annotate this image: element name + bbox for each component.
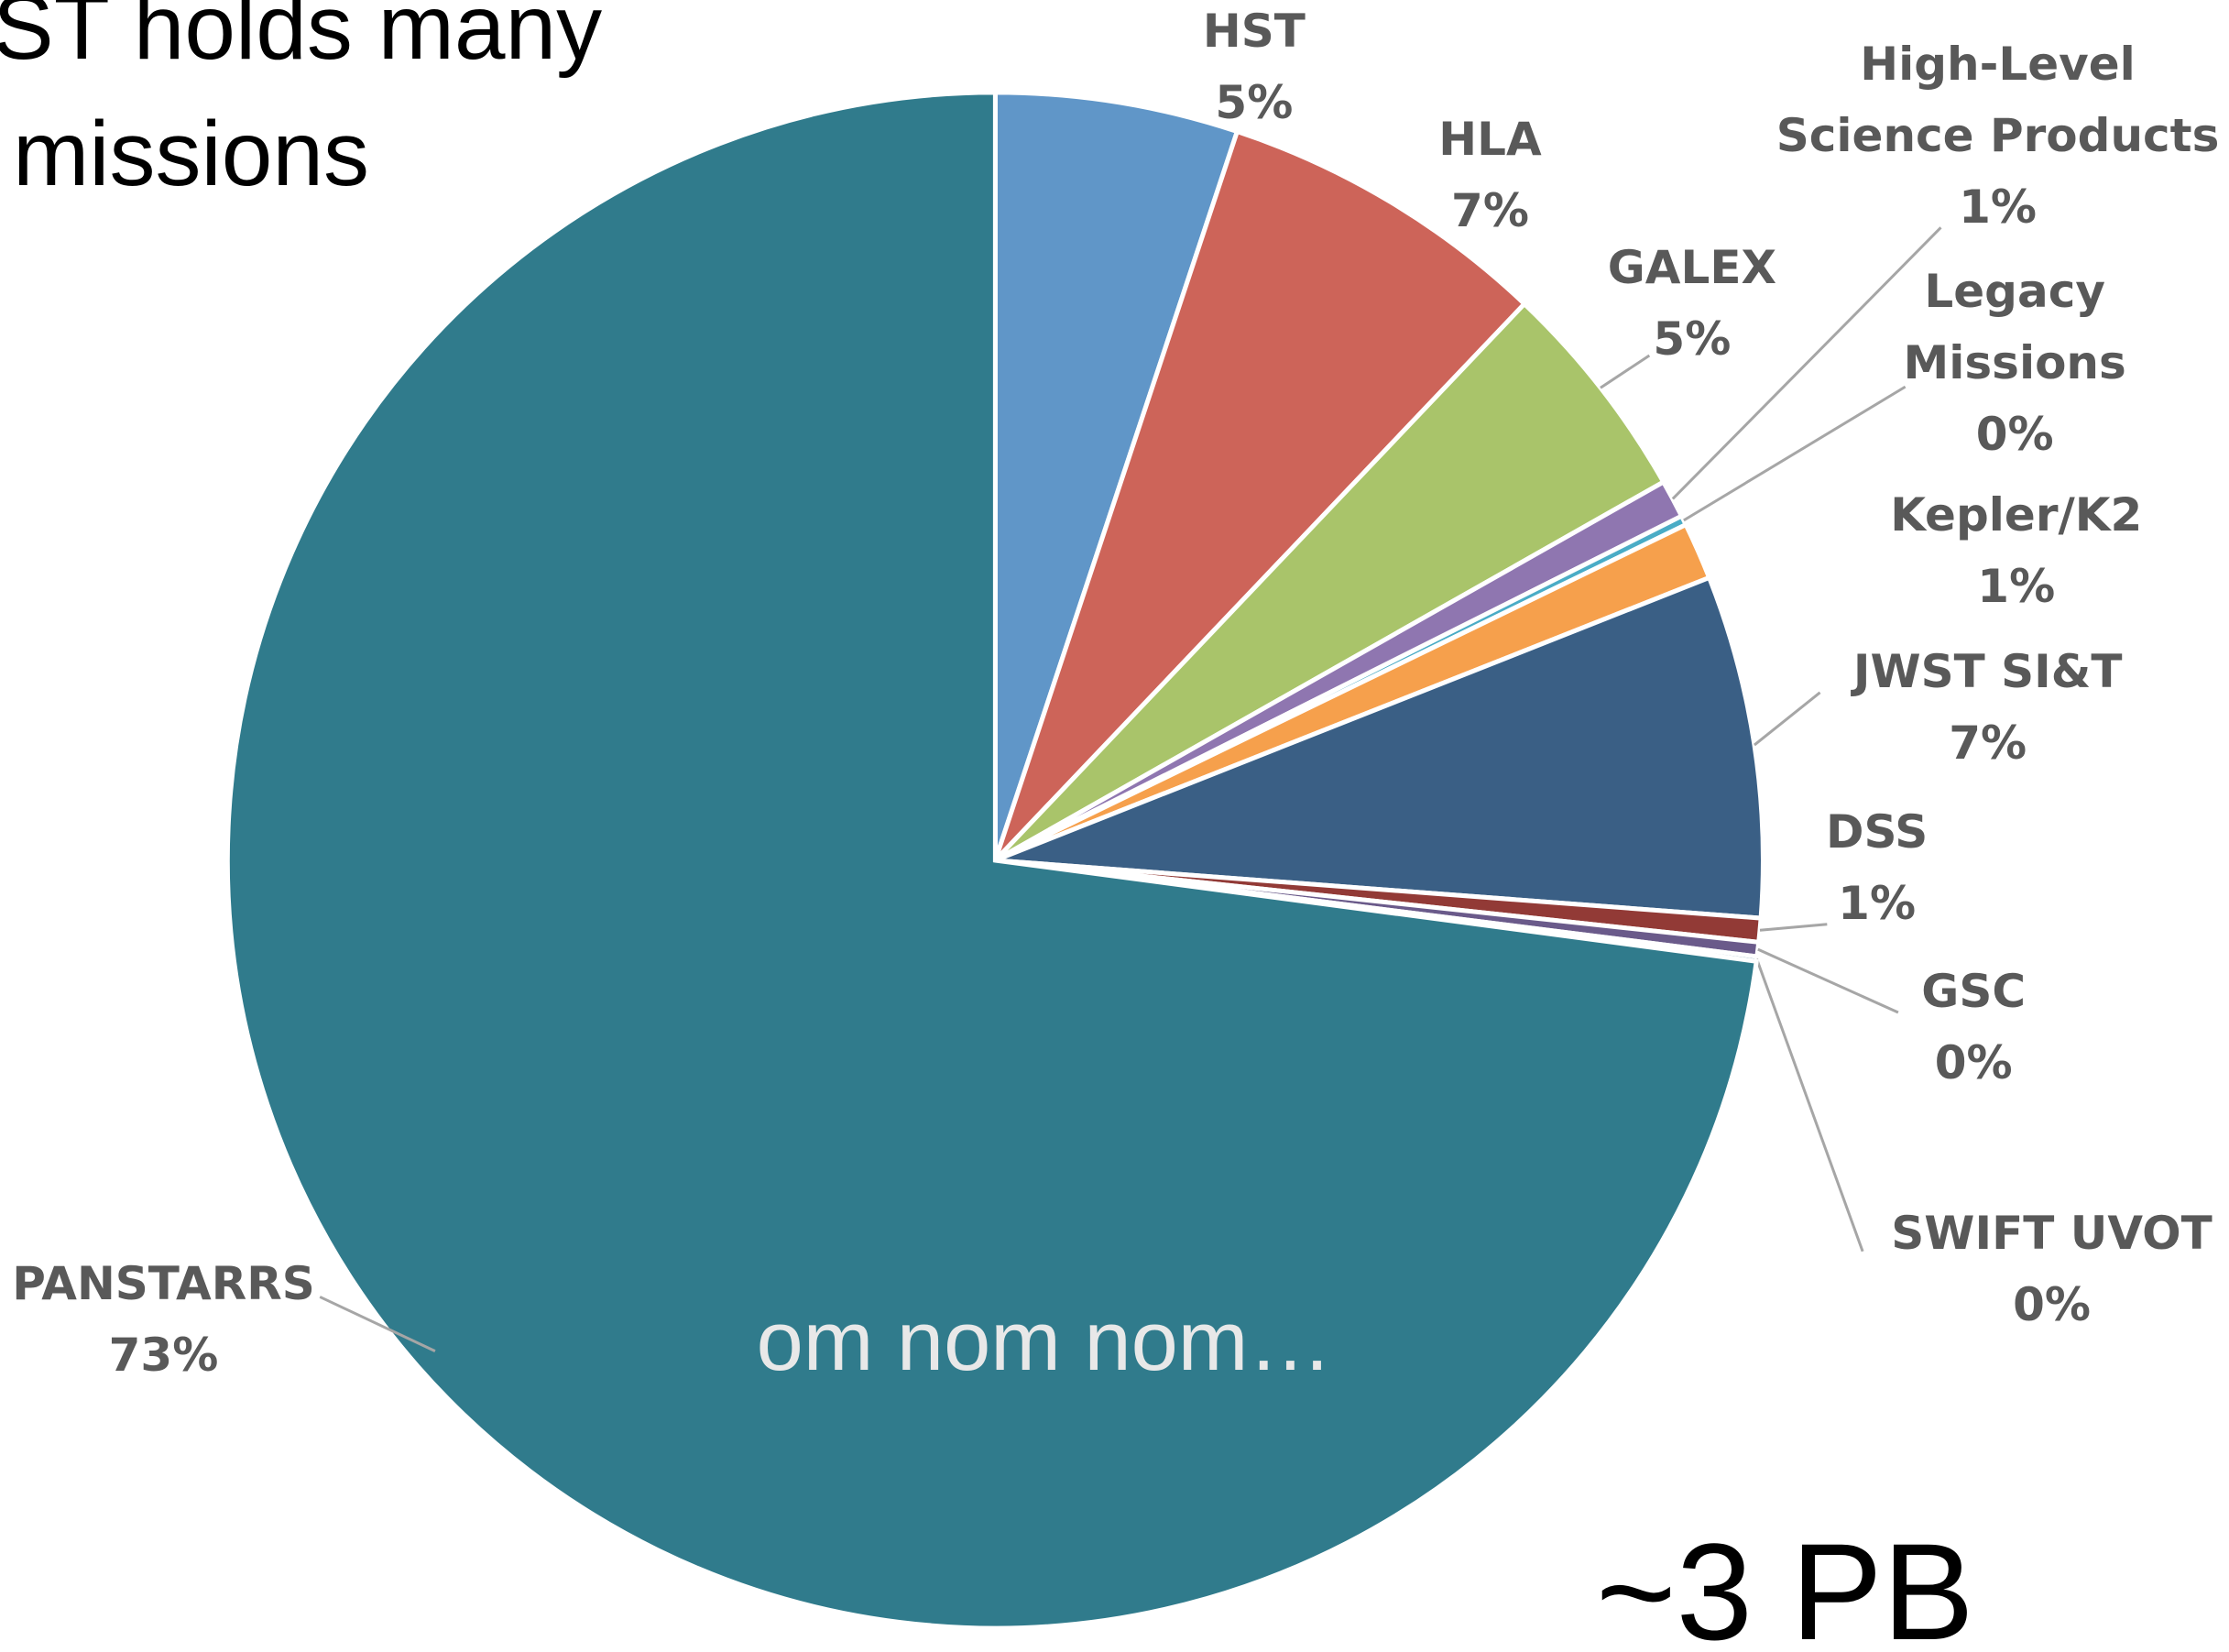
title-line: ST holds many	[0, 0, 602, 73]
label-value: 0%	[1860, 1027, 2087, 1099]
title-line: missions	[13, 108, 369, 200]
label-name: Legacy Missions	[1844, 256, 2185, 399]
label-name: High-Level Science Products	[1756, 28, 2229, 171]
slide: ST holds many missions om nom nom… ~3 PB…	[0, 0, 2229, 1652]
label-name: JWST SI&T	[1803, 636, 2173, 707]
label-value: 7%	[1803, 707, 2173, 779]
label-name: HLA	[1348, 104, 1632, 175]
label-value: 0%	[1824, 1269, 2229, 1340]
label-value: 5%	[1522, 303, 1863, 375]
label-value: 1%	[1763, 868, 1990, 939]
label-value: 73%	[0, 1319, 377, 1391]
label-name: GSC	[1860, 956, 2087, 1027]
label-name: DSS	[1763, 796, 1990, 868]
label-value: 1%	[1756, 171, 2229, 243]
label-name: HST	[1112, 0, 1396, 67]
annotation: om nom nom…	[757, 1299, 1333, 1384]
label-name: PANSTARRS	[0, 1248, 377, 1319]
label-name: SWIFT UVOT	[1824, 1198, 2229, 1269]
label-value: 0%	[1844, 399, 2185, 470]
label-name: Kepler/K2	[1831, 479, 2202, 551]
label-value: 1%	[1831, 551, 2202, 622]
annotation: ~3 PB	[1596, 1523, 1974, 1652]
